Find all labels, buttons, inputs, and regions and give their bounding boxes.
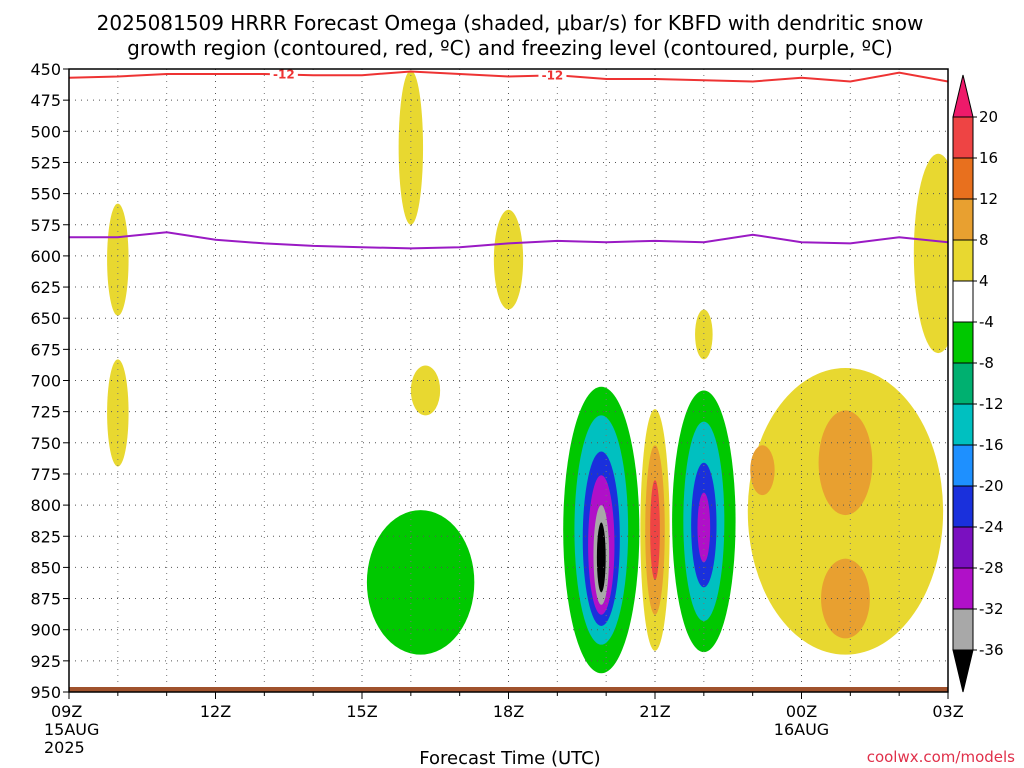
omega-region-9 [821,558,870,639]
colorbar-bin-7 [952,362,974,405]
colorbar-bin-5 [952,280,974,323]
y-tick-label-650: 650 [30,309,61,328]
omega-region-2 [493,209,524,310]
colorbar-label-12: -32 [979,600,1004,618]
omega-region-10 [750,445,775,496]
colorbar-label-2: 12 [979,190,998,208]
colorbar-bin-4 [952,239,974,282]
x-tick-year-2025: 2025 [44,738,85,757]
contour-layer: -12 -12 [69,67,948,250]
x-tick-label-00Z: 00Z [786,702,817,721]
colorbar-label-5: -4 [979,313,994,331]
omega-region-17 [596,522,606,593]
y-tick-label-575: 575 [30,216,61,235]
x-tick-date-15AUG: 15AUG [44,720,99,739]
omega-region-11 [366,510,475,655]
colorbar-bin-3 [952,198,974,241]
y-tick-label-675: 675 [30,340,61,359]
y-tick-label-875: 875 [30,590,61,609]
y-tick-label-700: 700 [30,372,61,391]
x-tick-label-18Z: 18Z [493,702,524,721]
colorbar-label-4: 4 [979,272,989,290]
omega-region-1 [107,203,129,316]
omega-region-6 [913,153,948,354]
y-tick-label-450: 450 [30,60,61,79]
x-tick-label-03Z: 03Z [932,702,963,721]
chart-title-line-2: growth region (contoured, red, ºC) and f… [127,36,893,60]
colorbar: 20 16 12 8 4 -4 -8 -12 -16 -20 -24 -28 -32 -36 [952,74,1004,693]
colorbar-label-10: -24 [979,518,1004,536]
contour-label-0-0: -12 [273,67,295,81]
x-tick-label-09Z: 09Z [51,702,82,721]
colorbar-bin-8 [952,403,974,446]
y-tick-label-600: 600 [30,247,61,266]
colorbar-bin-13 [952,608,974,651]
y-tick-label-750: 750 [30,434,61,453]
y-tick-label-775: 775 [30,465,61,484]
y-tick-label-500: 500 [30,122,61,141]
colorbar-bin-2 [952,157,974,200]
y-tick-label-550: 550 [30,185,61,204]
x-tick-label-15Z: 15Z [346,702,377,721]
y-tick-label-900: 900 [30,621,61,640]
colorbar-bin-6 [952,321,974,364]
colorbar-label-0: 20 [979,108,998,126]
colorbar-bin-1 [952,116,974,159]
chart-title-line-1: 2025081509 HRRR Forecast Omega (shaded, … [97,11,924,35]
y-tick-label-825: 825 [30,527,61,546]
colorbar-label-8: -16 [979,436,1004,454]
credit-link[interactable]: coolwx.com/models [867,748,1015,766]
contour-line-1 [69,231,948,250]
omega-region-5 [695,309,713,360]
x-axis-label: Forecast Time (UTC) [419,748,600,768]
x-tick-label-21Z: 21Z [639,702,670,721]
colorbar-label-3: 8 [979,231,989,249]
colorbar-label-11: -28 [979,559,1004,577]
colorbar-bin-top [952,74,974,118]
colorbar-label-13: -36 [979,641,1004,659]
ground-strip [69,687,948,692]
y-tick-label-850: 850 [30,558,61,577]
omega-shading-layer [107,70,948,674]
y-tick-label-950: 950 [30,683,61,702]
colorbar-label-9: -20 [979,477,1004,495]
colorbar-bin-12 [952,567,974,610]
omega-region-4 [410,365,441,416]
colorbar-label-1: 16 [979,149,998,167]
contour-label-0-1: -12 [542,68,564,82]
contour-line-0 [69,70,948,83]
y-tick-label-525: 525 [30,153,61,172]
y-tick-label-625: 625 [30,278,61,297]
omega-region-3 [107,359,129,467]
colorbar-bin-10 [952,485,974,528]
axes-layer: 450 475 500 525 550 575 600 625 650 675 700 725 750 7… [30,60,963,757]
colorbar-label-6: -8 [979,354,994,372]
y-tick-label-475: 475 [30,91,61,110]
y-tick-label-925: 925 [30,652,61,671]
y-tick-label-800: 800 [30,496,61,515]
omega-region-8 [818,410,873,516]
omega-region-24 [697,492,711,563]
colorbar-bin-11 [952,526,974,569]
x-tick-date-16AUG: 16AUG [774,720,829,739]
colorbar-bin-9 [952,444,974,487]
contour-label-bg-0-0 [269,69,298,82]
contour-label-bg-0-1 [538,69,567,83]
colorbar-bin-bottom [952,649,974,693]
ground-layer [69,687,948,692]
x-tick-label-12Z: 12Z [200,702,231,721]
y-tick-label-725: 725 [30,403,61,422]
colorbar-label-7: -12 [979,395,1004,413]
